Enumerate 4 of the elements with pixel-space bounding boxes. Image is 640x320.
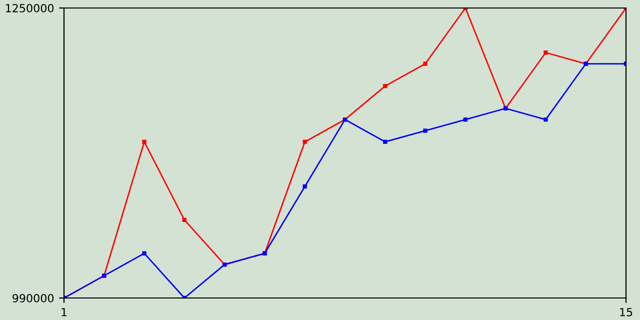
x-tick-label: 15: [620, 308, 632, 316]
y-tick-label: 990000: [12, 294, 54, 302]
x-tick-label: 1: [62, 308, 67, 316]
y-tick-label: 1250000: [6, 4, 54, 12]
